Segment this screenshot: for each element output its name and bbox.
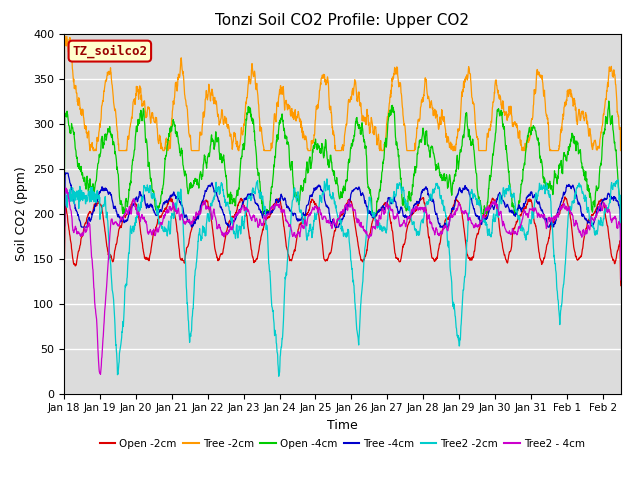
Tree2 -2cm [602,205,609,211]
Tree2 - 4cm [499,220,507,226]
Open -2cm [331,228,339,234]
Tree2 - 4cm [601,203,609,209]
Open -2cm [601,206,609,212]
Tree2 -2cm [88,192,96,198]
Tree -4cm [601,196,609,202]
Tree2 - 4cm [60,289,68,295]
Tree2 - 4cm [317,211,324,217]
Open -2cm [601,208,609,214]
Open -4cm [331,176,339,182]
Text: TZ_soilco2: TZ_soilco2 [72,44,147,58]
Open -2cm [499,243,506,249]
Tree -2cm [316,83,324,88]
Tree2 -2cm [332,203,339,208]
Tree2 -2cm [323,176,331,182]
Open -2cm [88,210,96,216]
Tree -2cm [89,146,97,152]
Open -4cm [601,126,609,132]
Open -2cm [60,283,68,288]
Line: Tree2 - 4cm: Tree2 - 4cm [64,188,621,374]
Tree -4cm [316,183,324,189]
Open -4cm [60,211,68,216]
Tree -4cm [601,195,609,201]
Open -2cm [617,283,625,288]
Tree -2cm [60,148,68,154]
Tree -2cm [331,146,339,152]
Line: Tree2 -2cm: Tree2 -2cm [64,179,621,376]
Tree -4cm [331,224,339,230]
Open -4cm [316,150,324,156]
Y-axis label: Soil CO2 (ppm): Soil CO2 (ppm) [15,166,28,261]
Line: Open -2cm: Open -2cm [64,197,621,286]
Open -4cm [499,119,506,124]
Title: Tonzi Soil CO2 Profile: Upper CO2: Tonzi Soil CO2 Profile: Upper CO2 [216,13,469,28]
Line: Tree -2cm: Tree -2cm [64,36,621,151]
Tree2 -2cm [60,184,68,190]
Open -4cm [600,130,608,136]
Tree -2cm [601,102,609,108]
Tree -4cm [89,211,97,216]
Tree2 -2cm [316,194,324,200]
Open -4cm [605,98,612,104]
Tree2 -2cm [601,209,609,215]
Line: Open -4cm: Open -4cm [64,101,621,214]
Legend: Open -2cm, Tree -2cm, Open -4cm, Tree -4cm, Tree2 -2cm, Tree2 - 4cm: Open -2cm, Tree -2cm, Open -4cm, Tree -4… [95,435,589,453]
Tree -2cm [499,98,506,104]
Open -2cm [561,194,569,200]
Tree2 - 4cm [97,372,104,377]
Open -4cm [617,211,625,216]
Tree2 -2cm [275,373,283,379]
Tree -4cm [499,197,506,203]
Open -4cm [88,186,96,192]
Tree -4cm [617,224,625,230]
Tree2 - 4cm [62,185,70,191]
Tree2 - 4cm [602,203,609,208]
Tree2 - 4cm [617,277,625,283]
Tree2 - 4cm [89,265,97,271]
Tree2 - 4cm [332,222,339,228]
Open -2cm [316,222,324,228]
Tree2 -2cm [499,188,507,193]
Line: Tree -4cm: Tree -4cm [64,173,621,227]
Tree -2cm [617,148,625,154]
Tree -4cm [60,224,68,230]
X-axis label: Time: Time [327,419,358,432]
Tree -2cm [601,105,609,111]
Tree -4cm [61,170,69,176]
Tree -2cm [61,33,68,39]
Tree2 -2cm [617,274,625,280]
